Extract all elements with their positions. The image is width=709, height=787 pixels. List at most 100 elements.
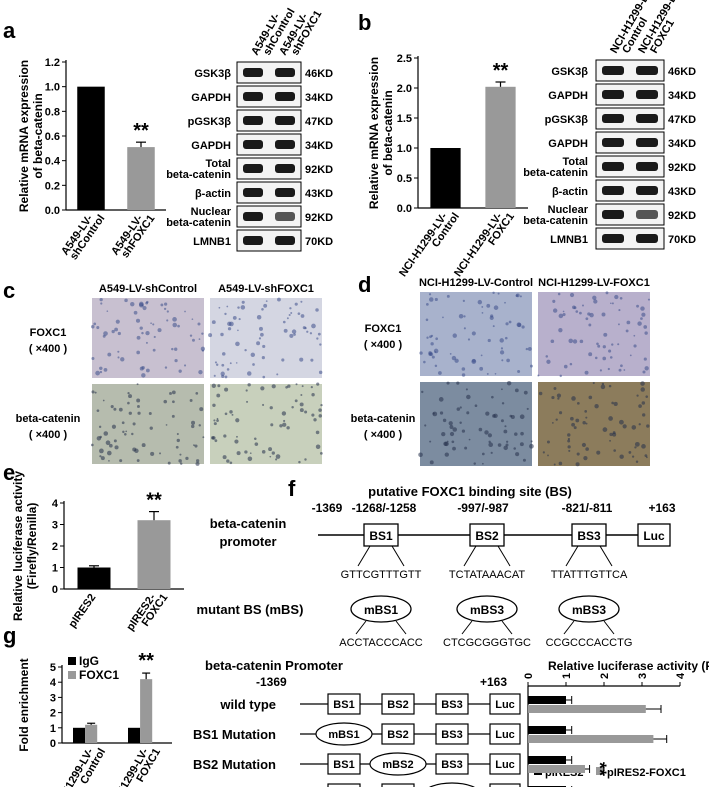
cell-nucleus (619, 296, 623, 300)
cell-nucleus (178, 459, 182, 463)
bar (485, 86, 516, 208)
cell-nucleus (216, 419, 219, 422)
cell-nucleus (198, 369, 203, 375)
cell-nucleus (99, 455, 102, 458)
cell-nucleus (620, 364, 623, 368)
cell-nucleus (527, 346, 532, 351)
cell-nucleus (95, 370, 100, 376)
blot-band (275, 236, 295, 245)
cell-nucleus (418, 452, 423, 458)
protein-label: Nuclear (191, 206, 232, 218)
cell-nucleus (164, 302, 168, 306)
cell-nucleus (441, 431, 446, 437)
cell-nucleus (499, 350, 505, 355)
ihc-column-title: NCI-H1299-LV-Control (419, 277, 533, 289)
cell-nucleus (553, 308, 558, 313)
construct-luc-box (489, 753, 521, 775)
mutant-site-ellipse (558, 595, 620, 623)
cell-nucleus (200, 346, 206, 351)
cell-nucleus (497, 443, 502, 447)
cell-nucleus (482, 462, 484, 465)
cell-nucleus (316, 337, 319, 340)
cell-nucleus (592, 381, 595, 385)
cell-nucleus (139, 366, 144, 371)
cell-nucleus (246, 400, 249, 403)
cell-nucleus (227, 327, 232, 331)
protein-label: beta-catenin (523, 167, 588, 179)
blot-strip (595, 179, 665, 202)
cell-nucleus (636, 304, 639, 308)
construct-box (327, 693, 361, 715)
cell-nucleus (505, 322, 509, 326)
blot-strip (236, 157, 302, 180)
kd-label: 34KD (668, 138, 696, 150)
cell-nucleus (526, 407, 529, 410)
mutant-bs-label: mutant BS (mBS) (197, 602, 304, 617)
mutant-site-ellipse (456, 595, 518, 623)
construct-box (327, 783, 361, 787)
y-tick-label: 1.0 (45, 82, 60, 94)
cell-nucleus (141, 443, 146, 448)
cell-nucleus (638, 404, 642, 408)
cell-nucleus (229, 321, 234, 327)
cell-nucleus (293, 333, 296, 336)
cell-nucleus (429, 460, 434, 465)
cell-nucleus (247, 383, 251, 387)
cell-nucleus (642, 413, 646, 417)
blot-band (243, 92, 263, 101)
cell-nucleus (468, 438, 471, 441)
cell-nucleus (434, 351, 437, 353)
cell-nucleus (226, 305, 229, 308)
protein-label: GAPDH (191, 92, 231, 104)
cell-nucleus (145, 301, 149, 305)
cell-nucleus (110, 405, 114, 409)
cell-nucleus (319, 452, 323, 455)
cell-nucleus (300, 300, 303, 303)
cell-nucleus (179, 453, 182, 456)
y-tick-label: 3 (50, 692, 56, 704)
construct-box-label: mBS2 (382, 759, 413, 771)
bar (528, 705, 646, 713)
position-label: -997/-987 (457, 501, 509, 515)
cell-nucleus (438, 371, 442, 375)
cell-nucleus (631, 425, 637, 430)
cell-nucleus (100, 456, 105, 461)
cell-nucleus (226, 459, 230, 463)
y-axis-label: of beta-catenin (31, 93, 45, 178)
cell-nucleus (567, 437, 571, 441)
y-tick-label: 4 (50, 677, 57, 689)
cell-nucleus (195, 391, 199, 395)
cell-nucleus (425, 303, 429, 306)
cell-nucleus (571, 396, 576, 401)
cell-nucleus (431, 355, 435, 359)
cell-nucleus (493, 305, 499, 310)
cell-nucleus (466, 411, 470, 415)
cell-nucleus (611, 302, 614, 305)
chart-panel-b: 0.0 0.5 1.0 1.5 2.0 2.5 Relative mRNA expressi… (367, 53, 528, 279)
cell-nucleus (575, 462, 580, 467)
cell-nucleus (588, 352, 593, 357)
protein-label: GSK3β (551, 66, 588, 78)
ihc-image (538, 292, 650, 376)
cell-nucleus (571, 422, 575, 427)
cell-nucleus (491, 395, 494, 399)
binding-site-label: BS1 (369, 529, 393, 543)
cell-nucleus (169, 392, 172, 395)
construct-box-label: BS2 (387, 729, 408, 741)
cell-nucleus (467, 338, 471, 341)
cell-nucleus (608, 416, 613, 421)
cell-nucleus (575, 418, 580, 423)
cell-nucleus (612, 432, 617, 437)
cell-nucleus (617, 343, 620, 346)
cell-nucleus (596, 342, 599, 346)
cell-nucleus (145, 341, 148, 344)
cell-nucleus (568, 338, 574, 344)
cell-nucleus (265, 300, 268, 302)
ihc-magnification: ( ×400 ) (29, 429, 68, 441)
blot-strip (236, 85, 302, 108)
protein-label: GAPDH (191, 140, 231, 152)
cell-nucleus (519, 442, 524, 447)
construct-box (435, 753, 469, 775)
construct-luc-label: Luc (495, 759, 515, 771)
cell-nucleus (572, 339, 578, 344)
